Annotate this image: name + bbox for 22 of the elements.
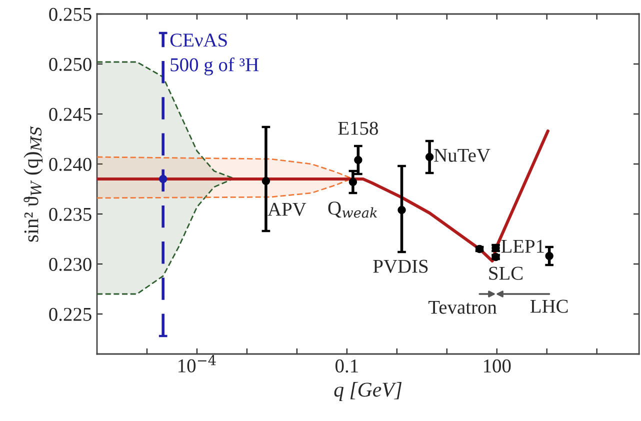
x-tick-label: 0.1 [336, 359, 358, 373]
annotation: Tevatron [428, 300, 497, 314]
annotation: PVDIS [373, 260, 428, 273]
x-axis-title: q [GeV] [334, 382, 402, 401]
text: CEνAS 500 g of ³H [170, 34, 259, 76]
y-tick-label: 0.250 [49, 58, 92, 72]
annotation: LHC [530, 300, 568, 313]
annotation: NuTeV [434, 148, 490, 162]
annotation: E158 [338, 122, 378, 135]
y-tick-label: 0.245 [49, 108, 92, 122]
y-tick-label: 0.255 [49, 8, 92, 22]
annotation: Q$_{weak}$ [328, 202, 377, 218]
y-tick-label: 0.230 [49, 258, 92, 272]
annotation: APV [268, 202, 306, 216]
x-tick-label: 100 [484, 359, 511, 373]
y-tick-label: 0.225 [49, 308, 92, 322]
annotation: SLC [489, 266, 523, 280]
y-tick-label: 0.235 [49, 208, 92, 222]
y-tick-label: 0.240 [49, 158, 92, 172]
y-axis-title: sin² ϑ$_{W}$ (q)$_{M̅S̅}$ [24, 126, 43, 242]
x-tick-label: 10$^{−4}$ [178, 355, 216, 372]
annotation: LEP1 [501, 240, 544, 253]
